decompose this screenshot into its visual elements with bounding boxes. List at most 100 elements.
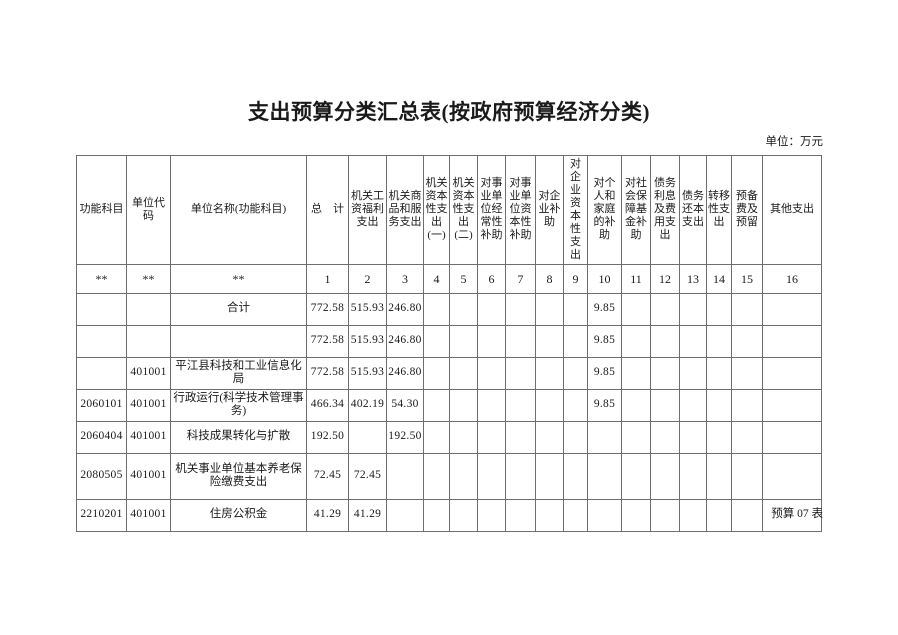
cell-value-10 bbox=[535, 452, 564, 500]
cell-value-6 bbox=[423, 420, 450, 454]
cell-value-8 bbox=[477, 292, 506, 326]
column-number: 8 bbox=[535, 263, 564, 294]
cell-value-3: 192.50 bbox=[306, 420, 349, 454]
column-number: ** bbox=[76, 263, 127, 294]
cell-value-17 bbox=[731, 388, 763, 422]
cell-value-15 bbox=[679, 324, 707, 358]
cell-value-8 bbox=[477, 498, 506, 532]
cell-value-10 bbox=[535, 388, 564, 422]
cell-function-subject bbox=[76, 324, 127, 358]
cell-value-7 bbox=[449, 420, 478, 454]
column-number: 3 bbox=[386, 263, 424, 294]
cell-value-14 bbox=[650, 452, 680, 500]
column-header-other-expenditure: 其他支出 bbox=[762, 155, 822, 265]
cell-value-15 bbox=[679, 388, 707, 422]
cell-value-8 bbox=[477, 324, 506, 358]
column-header-reserve-funds: 预备费及预留 bbox=[731, 155, 763, 265]
cell-value-9 bbox=[505, 292, 536, 326]
table-row: 2060404 401001 科技成果转化与扩散 192.50 192.50 bbox=[76, 420, 822, 454]
cell-value-11 bbox=[563, 498, 588, 532]
cell-value-18 bbox=[762, 292, 822, 326]
cell-value-13 bbox=[621, 452, 651, 500]
cell-value-10 bbox=[535, 324, 564, 358]
cell-value-13 bbox=[621, 498, 651, 532]
cell-value-6 bbox=[423, 324, 450, 358]
column-header-function-subject: 功能科目 bbox=[76, 155, 127, 265]
cell-value-17 bbox=[731, 452, 763, 500]
column-number: ** bbox=[126, 263, 171, 294]
column-header-debt-principal: 债务还本支出 bbox=[679, 155, 707, 265]
cell-function-subject: 2080505 bbox=[76, 452, 127, 500]
column-header-institution-capital-subsidy: 对事业单位资本性补助 bbox=[505, 155, 536, 265]
cell-value-9 bbox=[505, 388, 536, 422]
cell-value-8 bbox=[477, 356, 506, 390]
footer-note: 预算 07 表 bbox=[771, 508, 823, 520]
cell-value-11 bbox=[563, 356, 588, 390]
cell-value-3: 772.58 bbox=[306, 356, 349, 390]
budget-table: 功能科目 单位代码 单位名称(功能科目) 总 计 机关工资福利支出 机关商品和服… bbox=[76, 155, 822, 532]
cell-value-15 bbox=[679, 356, 707, 390]
cell-value-11 bbox=[563, 292, 588, 326]
cell-unit-name: 机关事业单位基本养老保险缴费支出 bbox=[170, 452, 307, 500]
column-number: 6 bbox=[477, 263, 506, 294]
cell-value-14 bbox=[650, 324, 680, 358]
table-row: 2060101 401001 行政运行(科学技术管理事务) 466.34 402.19 5… bbox=[76, 388, 822, 422]
column-header-unit-code: 单位代码 bbox=[126, 155, 171, 265]
column-number: 15 bbox=[731, 263, 763, 294]
cell-value-4: 402.19 bbox=[348, 388, 387, 422]
cell-value-3: 41.29 bbox=[306, 498, 349, 532]
column-number: 10 bbox=[587, 263, 622, 294]
table-row: 401001 平江县科技和工业信息化局 772.58 515.93 246.80 9.85 bbox=[76, 356, 822, 390]
cell-value-16 bbox=[706, 356, 732, 390]
cell-value-12: 9.85 bbox=[587, 388, 622, 422]
cell-value-9 bbox=[505, 420, 536, 454]
cell-value-14 bbox=[650, 292, 680, 326]
page-title: 支出预算分类汇总表(按政府预算经济分类) bbox=[248, 100, 650, 124]
cell-value-9 bbox=[505, 452, 536, 500]
column-header-transfer-expenditure: 转移性支出 bbox=[706, 155, 732, 265]
cell-value-11 bbox=[563, 324, 588, 358]
cell-value-16 bbox=[706, 292, 732, 326]
cell-value-11 bbox=[563, 388, 588, 422]
cell-unit-name: 科技成果转化与扩散 bbox=[170, 420, 307, 454]
cell-function-subject: 2210201 bbox=[76, 498, 127, 532]
cell-value-3: 466.34 bbox=[306, 388, 349, 422]
column-number: 14 bbox=[706, 263, 732, 294]
cell-value-18 bbox=[762, 388, 822, 422]
cell-function-subject bbox=[76, 292, 127, 326]
column-number: 5 bbox=[449, 263, 478, 294]
column-number: ** bbox=[170, 263, 307, 294]
cell-value-13 bbox=[621, 356, 651, 390]
cell-value-6 bbox=[423, 452, 450, 500]
cell-value-5: 54.30 bbox=[386, 388, 424, 422]
cell-value-7 bbox=[449, 452, 478, 500]
cell-unit-code: 401001 bbox=[126, 420, 171, 454]
cell-value-11 bbox=[563, 420, 588, 454]
cell-value-5: 246.80 bbox=[386, 324, 424, 358]
column-number: 13 bbox=[679, 263, 707, 294]
column-header-agency-capital-2: 机关资本性支出(二) bbox=[449, 155, 478, 265]
cell-value-10 bbox=[535, 292, 564, 326]
cell-function-subject bbox=[76, 356, 127, 390]
cell-value-9 bbox=[505, 356, 536, 390]
table-row: 2080505 401001 机关事业单位基本养老保险缴费支出 72.45 72.45 bbox=[76, 452, 822, 500]
cell-value-3: 772.58 bbox=[306, 292, 349, 326]
cell-unit-name: 平江县科技和工业信息化局 bbox=[170, 356, 307, 390]
cell-value-16 bbox=[706, 388, 732, 422]
cell-value-12 bbox=[587, 498, 622, 532]
cell-value-5: 246.80 bbox=[386, 356, 424, 390]
cell-unit-name: 行政运行(科学技术管理事务) bbox=[170, 388, 307, 422]
cell-value-13 bbox=[621, 324, 651, 358]
cell-value-5 bbox=[386, 452, 424, 500]
cell-value-14 bbox=[650, 420, 680, 454]
cell-value-18 bbox=[762, 356, 822, 390]
cell-value-3: 72.45 bbox=[306, 452, 349, 500]
cell-unit-code bbox=[126, 292, 171, 326]
cell-value-12: 9.85 bbox=[587, 292, 622, 326]
cell-value-7 bbox=[449, 388, 478, 422]
column-header-agency-capital-1: 机关资本性支出(一) bbox=[423, 155, 450, 265]
table-row: 772.58 515.93 246.80 9.85 bbox=[76, 324, 822, 358]
cell-value-7 bbox=[449, 356, 478, 390]
column-number: 1 bbox=[306, 263, 349, 294]
